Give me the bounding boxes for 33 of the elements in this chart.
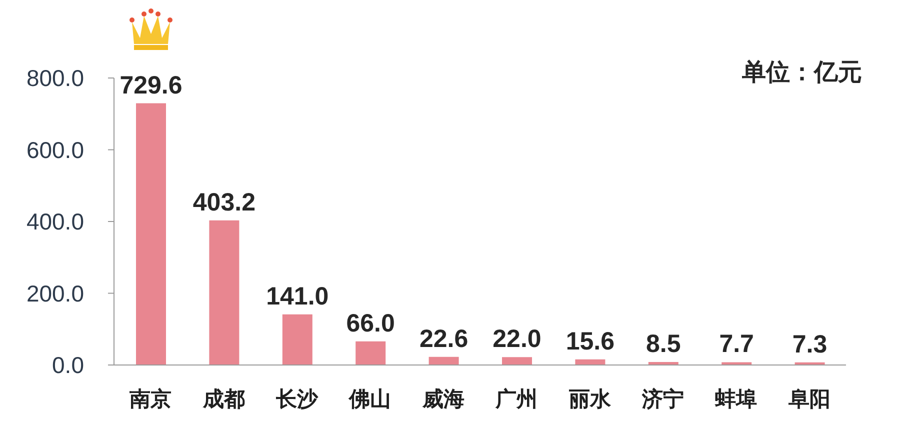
x-tick-label: 济宁 — [641, 386, 684, 411]
bar — [136, 103, 166, 365]
x-tick-label: 丽水 — [568, 388, 612, 411]
data-label: 141.0 — [266, 282, 329, 310]
x-tick-label: 佛山 — [348, 388, 392, 411]
x-tick-label: 威海 — [421, 388, 464, 411]
y-tick-label: 0.0 — [52, 352, 84, 378]
data-label: 403.2 — [192, 188, 256, 216]
y-tick-label: 800.0 — [26, 65, 84, 92]
x-tick-label: 蚌埠 — [714, 388, 758, 411]
bar — [282, 314, 312, 365]
y-tick-label: 200.0 — [26, 280, 84, 306]
x-tick-label: 南京 — [128, 386, 172, 411]
data-label: 22.0 — [492, 325, 542, 354]
bar — [722, 362, 752, 365]
data-label: 15.6 — [566, 327, 615, 356]
data-label: 22.6 — [419, 324, 468, 353]
x-tick-label: 广州 — [494, 386, 538, 411]
bar — [428, 356, 459, 365]
x-tick-label: 成都 — [202, 388, 245, 411]
data-label: 66.0 — [346, 309, 395, 338]
data-label: 7.7 — [719, 330, 754, 358]
data-label: 729.6 — [120, 71, 182, 100]
data-label: 7.3 — [792, 330, 828, 358]
data-label: 8.5 — [646, 330, 681, 358]
y-tick-label: 400.0 — [26, 208, 84, 235]
bar — [209, 220, 240, 365]
x-tick-label: 阜阳 — [787, 388, 830, 411]
annotation: 单位：亿元 — [742, 58, 862, 88]
bar — [356, 341, 386, 365]
y-tick-label: 600.0 — [26, 136, 84, 163]
x-tick-label: 长沙 — [275, 388, 319, 411]
bar — [502, 357, 532, 365]
